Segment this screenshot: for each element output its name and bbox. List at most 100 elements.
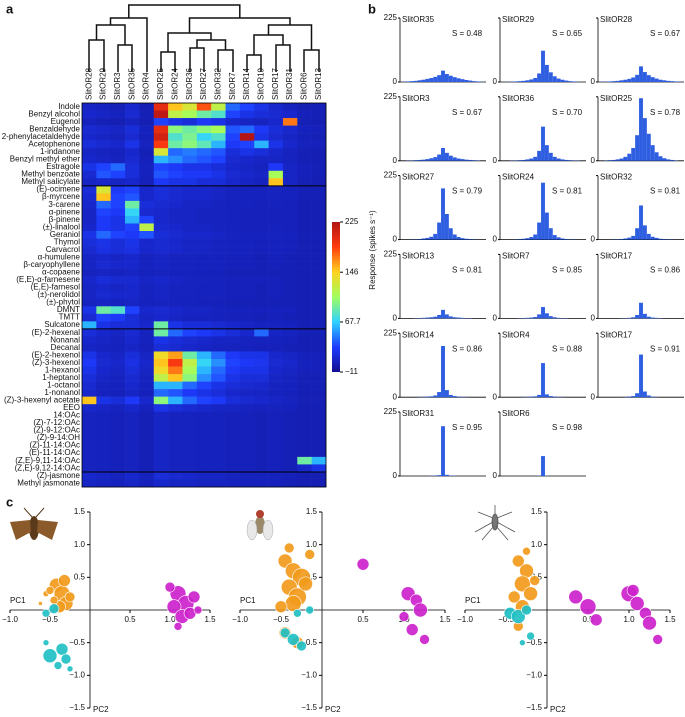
heat-cell (311, 118, 327, 126)
heat-cell (225, 133, 241, 141)
heat-cell (182, 170, 198, 179)
heat-cell (225, 389, 241, 397)
heat-cell (168, 434, 183, 443)
heat-cell (153, 343, 169, 352)
heat-cell (282, 411, 298, 420)
y-tick-label: 0 (493, 314, 498, 323)
point (166, 599, 182, 615)
bar (452, 234, 457, 240)
heat-cell (125, 125, 140, 134)
bar (444, 214, 449, 240)
odorant-label: 3-carene (48, 200, 80, 209)
y-axis-label: Response (spikes s⁻¹) (368, 210, 377, 290)
heat-cell (254, 208, 269, 217)
heat-cell (282, 246, 298, 254)
heat-cell (182, 140, 198, 149)
heat-cell (268, 103, 284, 111)
heat-cell (96, 426, 112, 435)
x-tick-label: 1.0 (164, 615, 176, 624)
odorant-label: β-myrcene (42, 192, 80, 201)
bar (529, 79, 534, 82)
heat-cell (311, 185, 327, 194)
heat-cell (168, 449, 183, 458)
heat-cell (282, 404, 298, 413)
heat-cell (96, 155, 112, 164)
heat-cell (254, 328, 269, 337)
heat-cell (125, 426, 140, 435)
heat-cell (254, 359, 269, 367)
odorant-label: β-caryophyllene (23, 260, 80, 269)
heat-cell (282, 163, 298, 172)
heat-cell (110, 276, 126, 285)
heat-cell (182, 133, 198, 141)
heat-cell (82, 381, 97, 390)
heat-cell (168, 426, 183, 435)
heat-cell (96, 479, 112, 488)
y-tick-label: −0.5 (526, 638, 542, 647)
bar (654, 152, 659, 161)
heat-cell (153, 103, 169, 111)
point (529, 575, 541, 586)
heat-cell (110, 231, 126, 239)
heat-cell (139, 238, 155, 247)
bar (533, 234, 538, 240)
heat-cell (96, 110, 112, 119)
heat-cell (268, 449, 284, 458)
heat-cell (225, 268, 241, 277)
bar (521, 238, 526, 240)
bar (607, 160, 612, 161)
heat-cell (125, 268, 140, 277)
y-tick-label: 0 (493, 77, 498, 86)
heat-cell (153, 155, 169, 164)
bar (452, 157, 457, 161)
bar (635, 74, 640, 82)
bar (448, 155, 453, 161)
y-tick-label: 1.5 (74, 507, 86, 516)
heat-cell (254, 178, 269, 187)
heat-cell (82, 343, 97, 352)
heat-cell (182, 449, 198, 458)
column-label: SlitOR17 (271, 67, 280, 100)
heat-cell (225, 449, 241, 458)
bar (619, 239, 624, 240)
heat-cell (211, 185, 226, 194)
heat-cell (153, 313, 169, 322)
heat-cell (96, 359, 112, 367)
heat-cell (82, 336, 97, 345)
heat-cell (139, 434, 155, 443)
heat-cell (125, 185, 140, 194)
odorant-label: 1-nonanol (44, 388, 80, 397)
heat-cell (110, 328, 126, 337)
heat-cell (211, 396, 226, 405)
heat-cell (268, 321, 284, 330)
heat-cell (110, 411, 126, 420)
heat-cell (110, 163, 126, 172)
heat-cell (239, 404, 255, 413)
heat-cell (139, 291, 155, 300)
bar (429, 396, 434, 398)
heat-cell (225, 178, 241, 187)
heat-cell (82, 125, 97, 134)
heat-cell (182, 419, 198, 428)
point (629, 596, 645, 611)
heat-cell (139, 321, 155, 330)
mosquito-icon (474, 505, 516, 541)
bar (437, 392, 442, 398)
bar (666, 159, 671, 161)
heat-cell (168, 441, 183, 450)
bar (472, 81, 477, 82)
heat-cell (125, 193, 140, 202)
heat-cell (153, 374, 169, 382)
heat-cell (125, 298, 140, 307)
panel-label: a (6, 1, 14, 16)
heat-cell (196, 479, 212, 488)
heat-cell (254, 464, 269, 473)
heat-cell (311, 193, 327, 202)
heat-cell (211, 419, 226, 428)
heat-cell (239, 396, 255, 405)
heat-cell (182, 110, 198, 119)
heat-cell (268, 208, 284, 217)
heat-cell (225, 374, 241, 382)
heat-cell (254, 238, 269, 247)
heat-cell (196, 276, 212, 285)
